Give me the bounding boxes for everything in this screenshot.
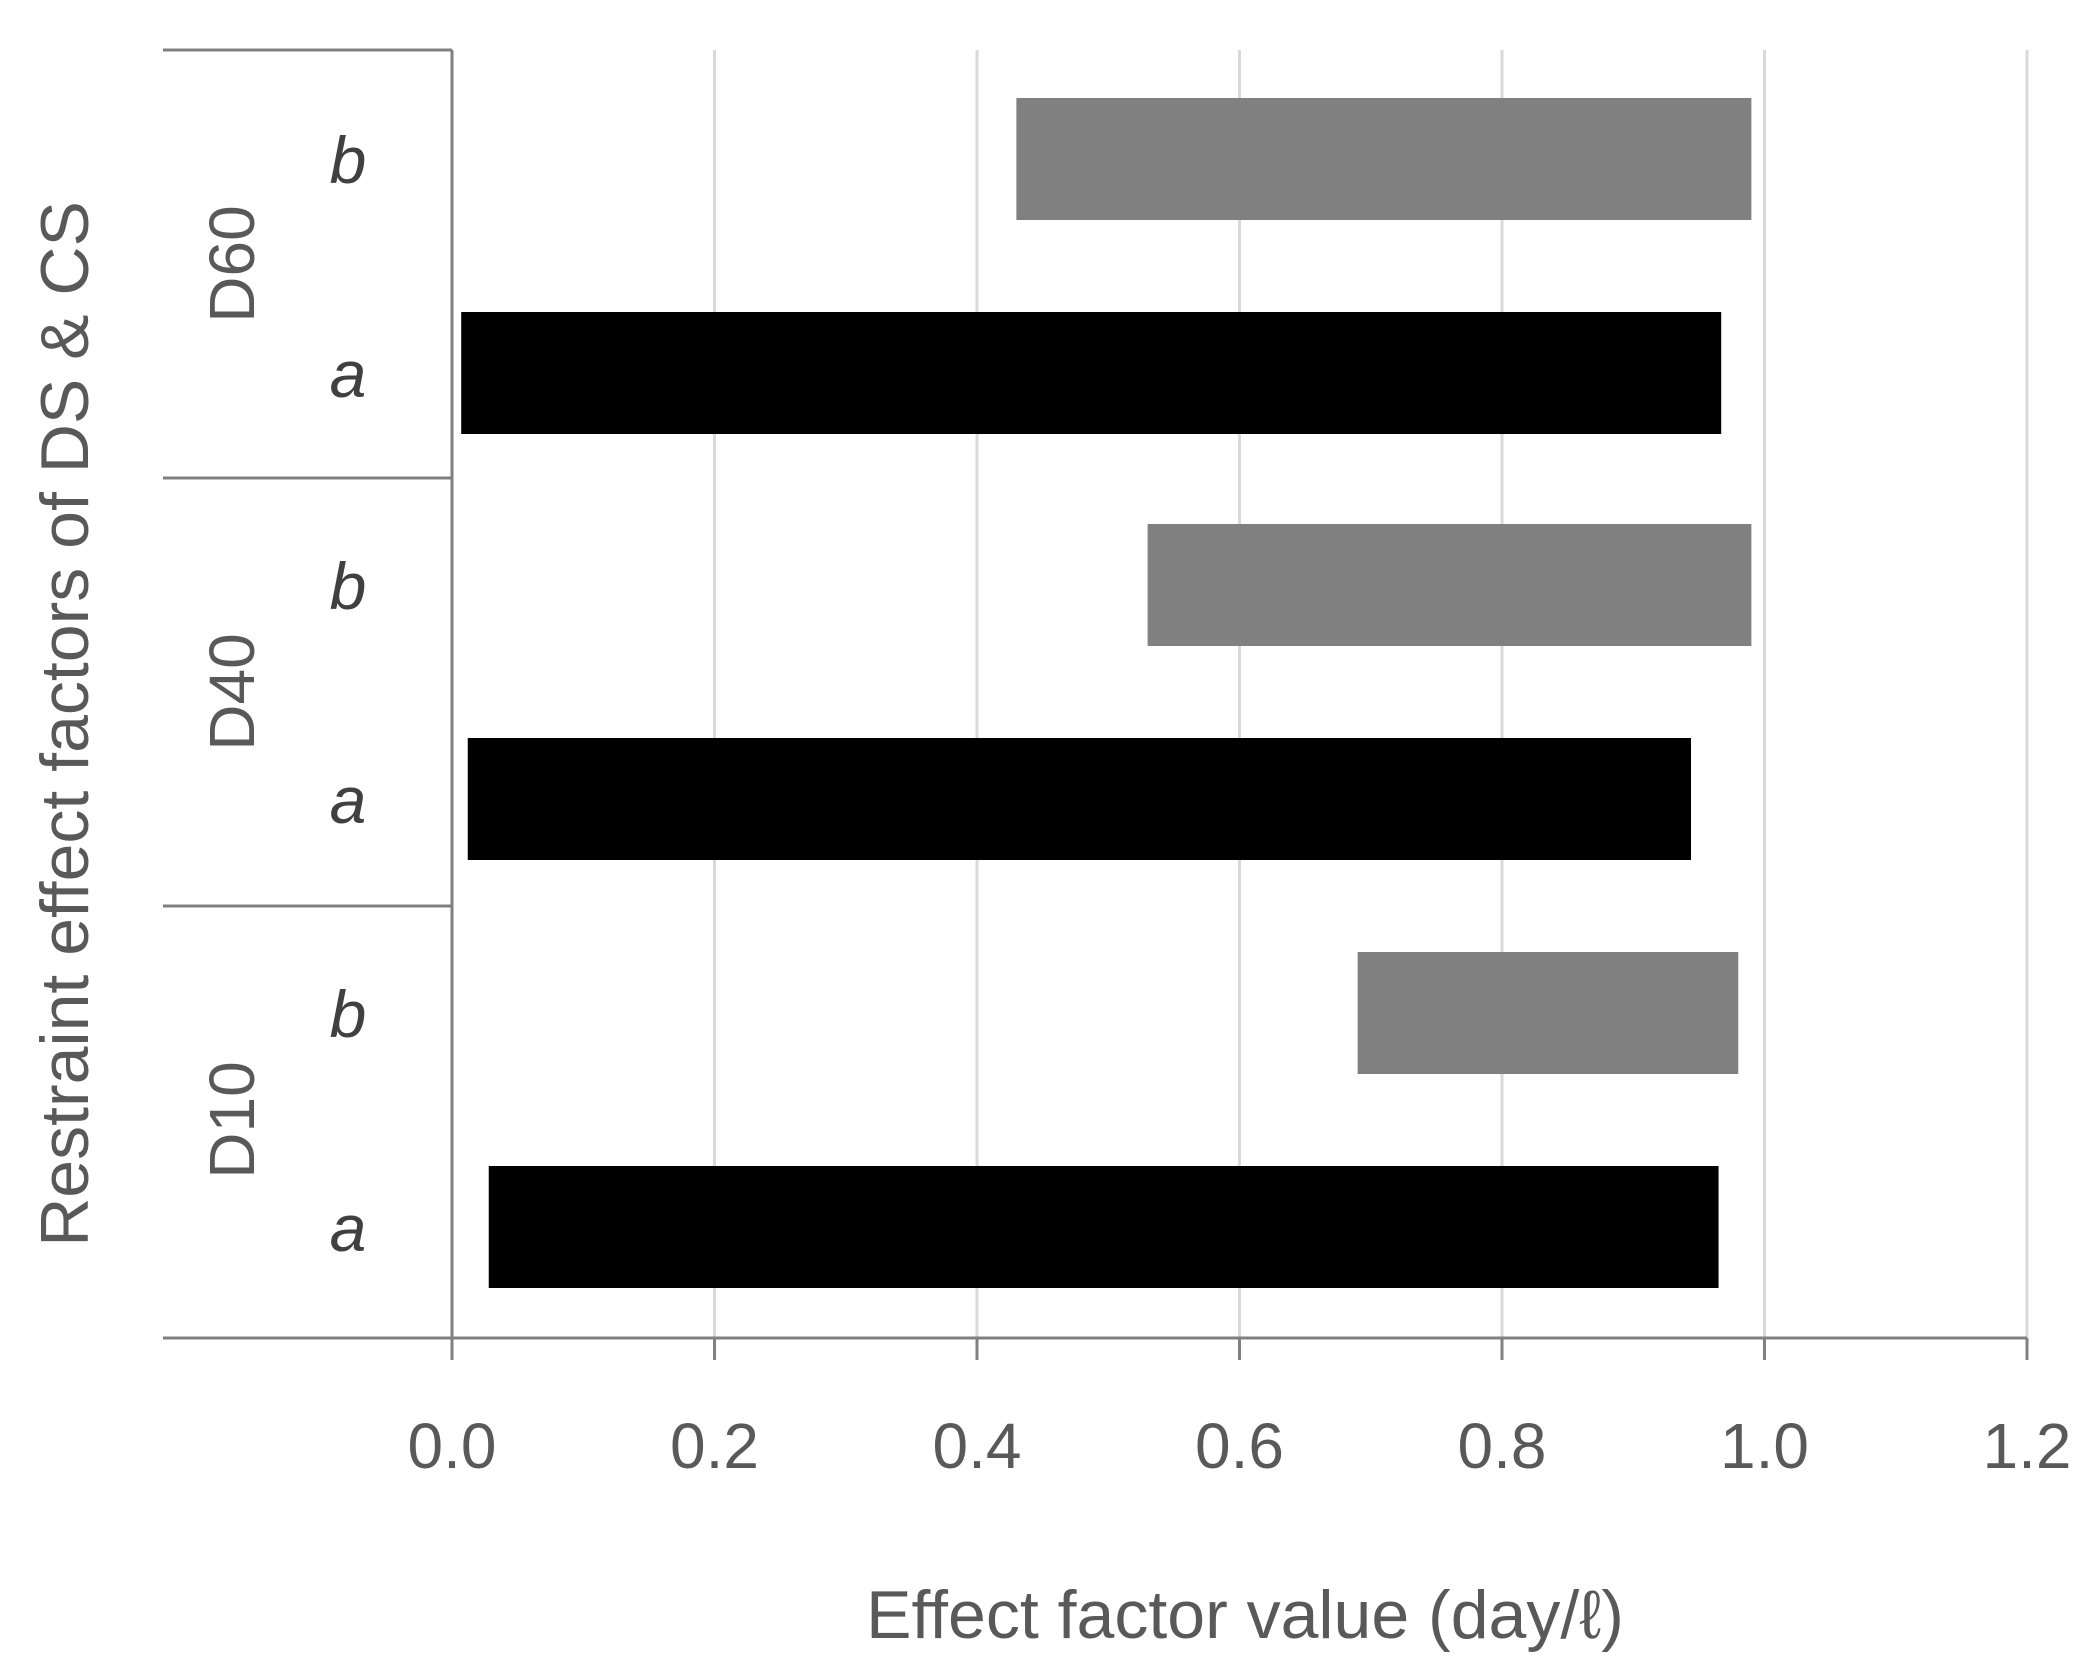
category-label: a: [330, 1191, 367, 1265]
x-tick-label: 0.6: [1195, 1410, 1284, 1482]
bar-d60-b: [1016, 98, 1752, 220]
bar-d10-a: [488, 1166, 1719, 1288]
labels: 0.0 0.2 0.4 0.6 0.8 1.0 1.2 b a D60 b a D40 b a D10: [196, 123, 2071, 1482]
x-tick-label: 0.0: [408, 1410, 497, 1482]
x-tick-label: 0.4: [933, 1410, 1022, 1482]
x-tick-label: 1.0: [1720, 1410, 1809, 1482]
axes: [163, 50, 2027, 1340]
x-axis-title: Effect factor value (day/ℓ): [866, 1577, 1624, 1653]
x-tick-label: 0.2: [670, 1410, 759, 1482]
category-label: b: [330, 549, 367, 623]
x-tick-label: 0.8: [1458, 1410, 1547, 1482]
group-label: D40: [196, 633, 268, 750]
category-label: a: [330, 337, 367, 411]
group-label: D10: [196, 1061, 268, 1178]
category-label: a: [330, 763, 367, 837]
bar-d10-b: [1357, 952, 1739, 1074]
y-axis-title: Restraint effect factors of DS & CS: [27, 201, 103, 1247]
bars: [461, 98, 1752, 1288]
category-label: b: [330, 123, 367, 197]
category-label: b: [330, 977, 367, 1051]
bar-d40-b: [1147, 524, 1752, 646]
group-label: D60: [196, 205, 268, 322]
grid-lines: [163, 48, 2029, 1360]
bar-d40-a: [467, 738, 1691, 860]
bar-d60-a: [461, 312, 1722, 434]
x-tick-label: 1.2: [1983, 1410, 2072, 1482]
